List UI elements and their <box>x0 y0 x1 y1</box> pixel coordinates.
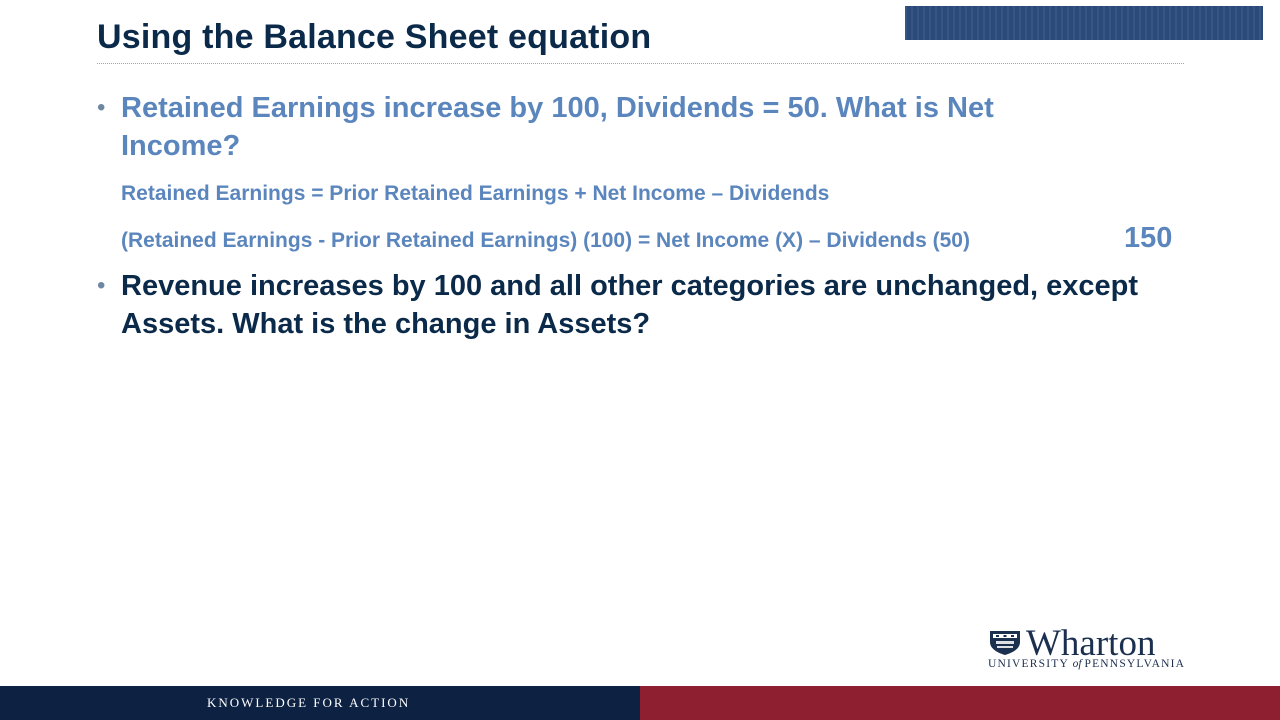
answer-value: 150 <box>1124 222 1173 254</box>
bullet-marker-icon: • <box>97 272 106 299</box>
bullet-item-1: • Retained Earnings increase by 100, Div… <box>97 89 1121 165</box>
equation-line-2: (Retained Earnings - Prior Retained Earn… <box>121 229 970 252</box>
slide-title: Using the Balance Sheet equation <box>97 18 652 56</box>
bullet-marker-icon: • <box>97 94 106 121</box>
logo-name: Wharton <box>1026 623 1156 664</box>
header-decorative-box <box>905 6 1263 40</box>
footer-left-bar: KNOWLEDGE FOR ACTION <box>0 686 640 720</box>
footer-right-bar <box>640 686 1280 720</box>
wharton-logo: Wharton UNIVERSITY of PENNSYLVANIA <box>988 623 1193 673</box>
title-divider <box>97 63 1184 64</box>
logo-subtitle: UNIVERSITY of PENNSYLVANIA <box>988 658 1186 670</box>
bullet-item-2: • Revenue increases by 100 and all other… <box>97 267 1151 343</box>
equation-line-1: Retained Earnings = Prior Retained Earni… <box>121 182 830 205</box>
bullet-text-2: Revenue increases by 100 and all other c… <box>121 270 1139 340</box>
footer-tagline: KNOWLEDGE FOR ACTION <box>207 695 411 710</box>
bullet-text-1: Retained Earnings increase by 100, Divid… <box>121 92 994 162</box>
penn-shield-icon <box>990 631 1020 655</box>
